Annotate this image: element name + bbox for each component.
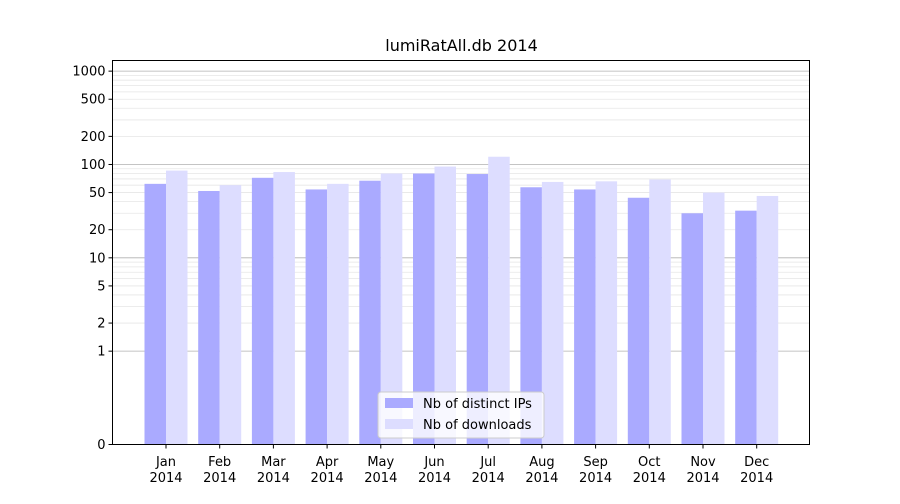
bar-distinct-ips-dec <box>735 210 757 445</box>
bar-downloads-oct <box>649 179 671 445</box>
bar-downloads-aug <box>541 181 564 445</box>
bar-distinct-ips-feb <box>198 190 220 445</box>
x-tick-label-month: Mar <box>261 455 286 470</box>
x-tick-label-month: Dec <box>744 455 769 470</box>
bar-distinct-ips-mar <box>251 177 274 445</box>
x-tick-label-month: Aug <box>529 455 554 470</box>
x-tick-label-year: 2014 <box>311 471 344 486</box>
bar-downloads-sep <box>595 181 618 445</box>
y-tick-label: 1 <box>97 345 105 360</box>
y-axis: 0 1 2 5 10 20 50 100 200 500 1000 <box>72 65 113 453</box>
x-tick-label-year: 2014 <box>686 471 719 486</box>
x-tick-label-month: Jul <box>479 455 496 470</box>
bar-distinct-ips-jun <box>413 173 435 445</box>
bar-distinct-ips-sep <box>574 189 596 445</box>
x-tick-label-month: Sep <box>583 455 608 470</box>
x-tick-label-year: 2014 <box>525 471 558 486</box>
y-tick-label: 100 <box>81 158 106 173</box>
y-tick-label: 20 <box>89 223 106 238</box>
y-tick-label: 200 <box>81 130 106 145</box>
bar-downloads-jan <box>166 170 188 445</box>
y-tick-label: 2 <box>97 317 105 332</box>
x-tick-label-year: 2014 <box>633 471 666 486</box>
bar-distinct-ips-nov <box>681 213 703 445</box>
bar-downloads-jul <box>488 156 510 445</box>
y-tick-label: 50 <box>89 186 106 201</box>
x-tick-label-year: 2014 <box>364 471 397 486</box>
x-tick-label-year: 2014 <box>203 471 236 486</box>
bar-downloads-mar <box>273 172 295 445</box>
y-tick-label: 500 <box>81 93 106 108</box>
bar-downloads-feb <box>219 185 242 445</box>
bar-downloads-nov <box>703 192 725 445</box>
bar-downloads-apr <box>327 183 349 445</box>
legend-label: Nb of downloads <box>423 418 532 433</box>
x-tick-label-month: Nov <box>690 455 716 470</box>
y-tick-label: 1000 <box>72 65 105 80</box>
x-tick-label-month: Apr <box>316 455 339 470</box>
chart-title: lumiRatAll.db 2014 <box>385 36 538 55</box>
x-tick-label-month: Jun <box>423 455 444 470</box>
x-tick-label-month: May <box>367 455 394 470</box>
x-tick-label-year: 2014 <box>149 471 182 486</box>
y-tick-label: 5 <box>97 279 105 294</box>
x-tick-label-year: 2014 <box>257 471 290 486</box>
x-tick-label-month: Jan <box>155 455 176 470</box>
plot-frame <box>112 60 810 445</box>
x-tick-label-year: 2014 <box>418 471 451 486</box>
bar-downloads-jun <box>434 166 456 445</box>
legend-label: Nb of distinct IPs <box>423 397 532 412</box>
x-tick-label-month: Oct <box>638 455 660 470</box>
x-tick-label-year: 2014 <box>740 471 773 486</box>
legend: Nb of distinct IPs Nb of downloads <box>377 391 545 439</box>
x-tick-label-year: 2014 <box>579 471 612 486</box>
y-tick-label: 10 <box>89 251 106 266</box>
legend-swatch <box>385 398 413 408</box>
bar-distinct-ips-jan <box>144 183 166 445</box>
x-axis: Jan2014Feb2014Mar2014Apr2014May2014Jun20… <box>149 444 773 486</box>
bar-distinct-ips-aug <box>520 187 542 445</box>
x-tick-label-month: Feb <box>208 455 231 470</box>
bar-distinct-ips-oct <box>627 197 650 445</box>
bars <box>144 156 779 445</box>
bar-distinct-ips-jul <box>466 174 489 445</box>
x-tick-label-year: 2014 <box>472 471 505 486</box>
legend-box <box>377 391 545 439</box>
bar-downloads-may <box>380 173 403 445</box>
bar-distinct-ips-may <box>359 180 381 445</box>
y-tick-label: 0 <box>97 438 105 453</box>
bar-distinct-ips-apr <box>305 189 328 445</box>
legend-swatch <box>385 419 413 429</box>
bar-downloads-dec <box>756 195 779 445</box>
